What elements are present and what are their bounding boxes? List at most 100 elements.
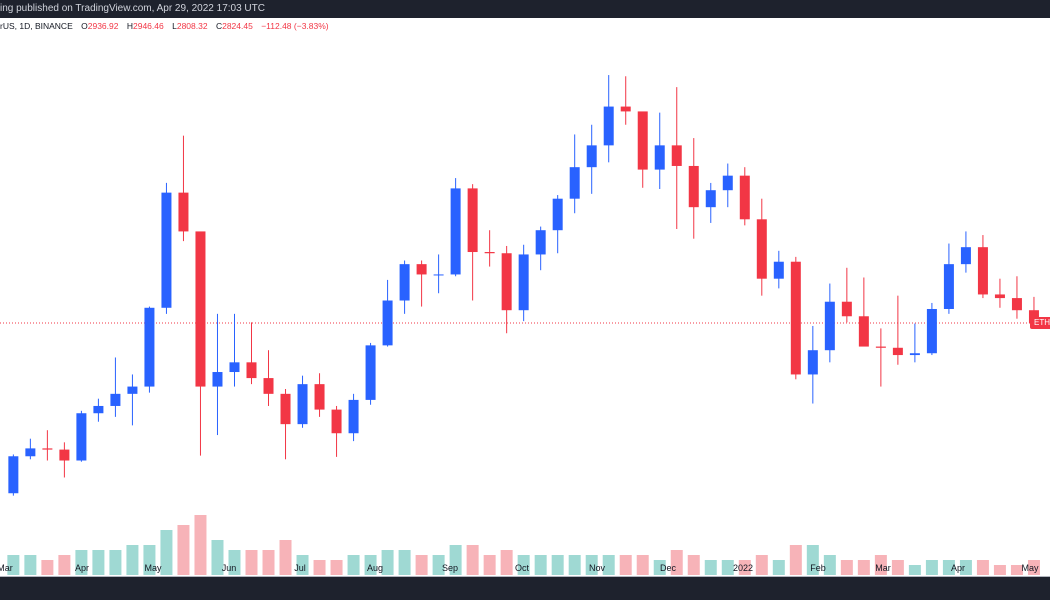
volume-bar <box>415 555 428 575</box>
volume-bar <box>534 555 547 575</box>
candle-body <box>25 448 36 457</box>
volume-bar <box>789 545 802 575</box>
candle-body <box>620 106 631 112</box>
volume-bar <box>602 555 615 575</box>
volume-bar <box>160 530 173 575</box>
change-value: −112.48 (−3.83%) <box>261 21 329 31</box>
volume-bar <box>364 555 377 575</box>
candle-body <box>977 247 988 295</box>
volume-bar <box>483 555 496 575</box>
x-tick-label: Jun <box>222 563 237 573</box>
high-label: H <box>126 21 133 31</box>
candle-body <box>450 188 461 275</box>
candle-body <box>569 167 580 199</box>
volume-bar <box>636 555 649 575</box>
candle-body <box>42 448 53 450</box>
volume-bar <box>500 550 513 575</box>
price-chart[interactable]: Mar Apr May Jun Jul Aug Sep Oct Nov Dec 2022 Feb Mar… <box>0 18 1050 576</box>
x-tick-label: Sep <box>442 563 458 573</box>
volume-bar <box>942 560 955 575</box>
axis-divider <box>0 576 1050 577</box>
volume-bar <box>245 550 258 575</box>
volume-bar <box>653 560 666 575</box>
volume-bar <box>704 560 717 575</box>
candle-body <box>824 301 835 351</box>
candle-body <box>1011 298 1022 311</box>
candle-body <box>59 449 70 461</box>
volume-bar <box>551 555 564 575</box>
low-label: L <box>172 21 177 31</box>
volume-bar <box>823 555 836 575</box>
candle-body <box>93 405 104 414</box>
candle-body <box>399 264 410 301</box>
candle-body <box>144 307 155 387</box>
volume-bar <box>721 560 734 575</box>
candle-body <box>8 456 19 494</box>
volume-bar <box>279 540 292 575</box>
volume-bar <box>976 560 989 575</box>
candle-body <box>705 190 716 208</box>
x-tick-label: Apr <box>75 563 89 573</box>
volume-bar <box>194 515 207 575</box>
candle-body <box>535 230 546 255</box>
volume-bar <box>347 555 360 575</box>
candle-body <box>722 175 733 191</box>
candle-body <box>637 111 648 170</box>
candle-body <box>739 175 750 220</box>
ohlc-legend: rUS, 1D, BINANCE O2936.92 H2946.46 L2808… <box>0 21 329 31</box>
x-tick-label: Jul <box>294 563 306 573</box>
volume-bar <box>177 525 190 575</box>
last-price-label: ETH <box>1030 317 1050 329</box>
x-tick-label: Aug <box>367 563 383 573</box>
volume-bar <box>772 560 785 575</box>
volume-bar <box>7 555 20 575</box>
candle-body <box>807 350 818 375</box>
candle-body <box>994 294 1005 299</box>
volume-bar <box>585 555 598 575</box>
candle-body <box>297 384 308 425</box>
candle-body <box>467 188 478 253</box>
x-tick-label: Mar <box>0 563 13 573</box>
x-tick-label: May <box>1021 563 1039 573</box>
volume-bar <box>874 555 887 575</box>
candle-body <box>229 362 240 373</box>
candle-body <box>960 247 971 265</box>
x-tick-label: Nov <box>589 563 606 573</box>
volume-bar <box>211 540 224 575</box>
bottom-bar <box>0 577 1050 600</box>
volume-bar <box>857 560 870 575</box>
candle-body <box>1028 310 1039 323</box>
x-tick-label: May <box>144 563 162 573</box>
volume-bar <box>755 555 768 575</box>
volume-bar <box>228 550 241 575</box>
candle-body <box>654 145 665 170</box>
volume-bar <box>925 560 938 575</box>
candle-body <box>501 253 512 311</box>
candle-body <box>858 316 869 347</box>
x-tick-label: Feb <box>810 563 826 573</box>
volume-bar <box>993 565 1006 575</box>
volume-bar <box>313 560 326 575</box>
volume-bar <box>330 560 343 575</box>
candle-body <box>926 308 937 354</box>
volume-bar <box>687 555 700 575</box>
volume-bar <box>466 545 479 575</box>
candle-body <box>314 384 325 410</box>
volume-bar <box>1010 565 1023 575</box>
volume-bar <box>806 545 819 575</box>
candle-body <box>348 399 359 434</box>
volume-bar <box>75 550 88 575</box>
candle-body <box>212 372 223 387</box>
published-text: ing published on TradingView.com, Apr 29… <box>0 3 265 14</box>
high-value: 2946.46 <box>133 21 164 31</box>
candle-body <box>756 219 767 279</box>
candle-body <box>603 106 614 146</box>
x-tick-label: 2022 <box>733 563 753 573</box>
candle-body <box>161 192 172 308</box>
x-tick-label: Oct <box>515 563 530 573</box>
candle-body <box>433 274 444 276</box>
volume-bar <box>143 545 156 575</box>
volume-bar <box>92 550 105 575</box>
candle-body <box>688 165 699 208</box>
volume-bar <box>908 565 921 575</box>
